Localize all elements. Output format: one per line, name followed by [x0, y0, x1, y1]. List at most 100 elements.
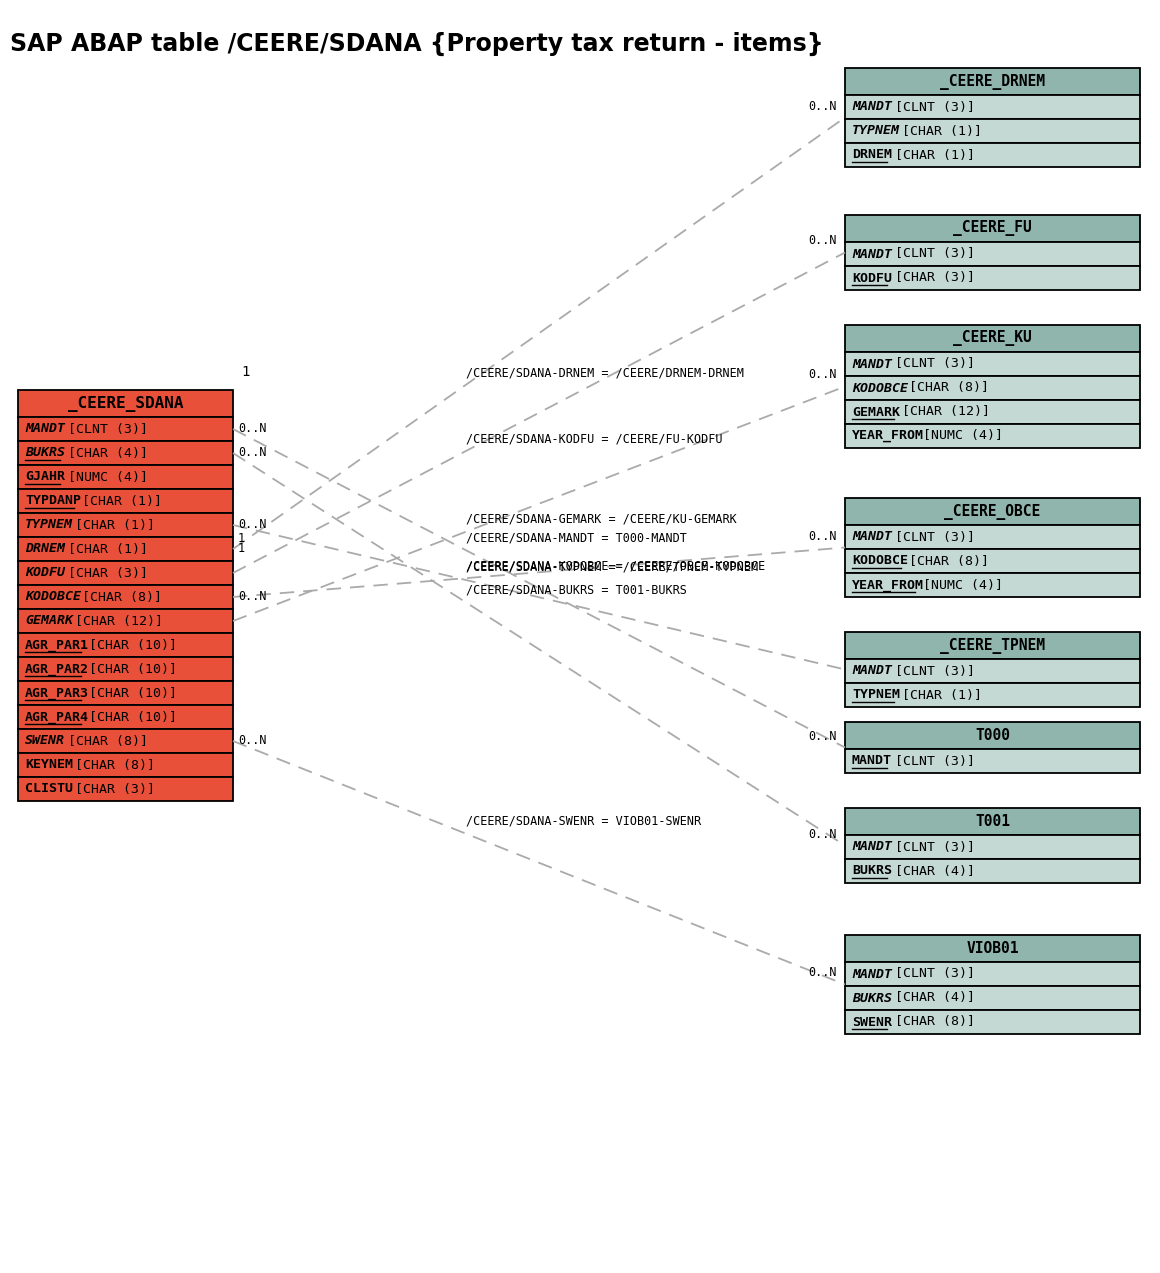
FancyBboxPatch shape — [844, 524, 1140, 549]
Text: T000: T000 — [976, 728, 1010, 743]
FancyBboxPatch shape — [19, 489, 233, 513]
Text: [CHAR (3)]: [CHAR (3)] — [60, 566, 148, 579]
Text: 1: 1 — [238, 532, 245, 545]
Text: [CHAR (8)]: [CHAR (8)] — [60, 735, 148, 747]
FancyBboxPatch shape — [844, 808, 1140, 835]
Text: MANDT: MANDT — [851, 967, 892, 980]
FancyBboxPatch shape — [844, 400, 1140, 424]
Text: 0..N: 0..N — [809, 827, 838, 840]
FancyBboxPatch shape — [19, 586, 233, 608]
Text: KODOBCE: KODOBCE — [851, 555, 908, 568]
FancyBboxPatch shape — [19, 633, 233, 657]
FancyBboxPatch shape — [844, 962, 1140, 987]
Text: [CLNT (3)]: [CLNT (3)] — [60, 423, 148, 435]
Text: SWENR: SWENR — [26, 735, 65, 747]
Text: /CEERE/SDANA-DRNEM = /CEERE/DRNEM-DRNEM: /CEERE/SDANA-DRNEM = /CEERE/DRNEM-DRNEM — [465, 367, 744, 379]
FancyBboxPatch shape — [19, 777, 233, 801]
Text: 0..N: 0..N — [809, 234, 838, 247]
Text: T001: T001 — [976, 813, 1010, 829]
Text: TYPNEM: TYPNEM — [26, 518, 73, 532]
Text: [CHAR (12)]: [CHAR (12)] — [894, 406, 989, 419]
Text: MANDT: MANDT — [26, 423, 65, 435]
Text: [CHAR (8)]: [CHAR (8)] — [901, 382, 989, 395]
FancyBboxPatch shape — [844, 684, 1140, 707]
Text: /CEERE/SDANA-SWENR = VIOB01-SWENR: /CEERE/SDANA-SWENR = VIOB01-SWENR — [465, 815, 701, 827]
Text: GEMARK: GEMARK — [851, 406, 900, 419]
Text: MANDT: MANDT — [851, 247, 892, 261]
Text: [CHAR (10)]: [CHAR (10)] — [81, 662, 177, 676]
Text: SWENR: SWENR — [851, 1016, 892, 1029]
Text: TYPNEM: TYPNEM — [851, 689, 900, 701]
Text: DRNEM: DRNEM — [851, 149, 892, 162]
FancyBboxPatch shape — [844, 722, 1140, 749]
Text: [CHAR (8)]: [CHAR (8)] — [887, 1016, 976, 1029]
Text: 1: 1 — [238, 542, 245, 555]
Text: VIOB01: VIOB01 — [966, 941, 1018, 956]
Text: [CLNT (3)]: [CLNT (3)] — [887, 755, 976, 768]
Text: 0..N: 0..N — [809, 729, 838, 742]
Text: 0..N: 0..N — [809, 99, 838, 112]
Text: [CHAR (8)]: [CHAR (8)] — [74, 591, 162, 603]
FancyBboxPatch shape — [844, 631, 1140, 659]
Text: KEYNEM: KEYNEM — [26, 759, 73, 771]
Text: [CHAR (10)]: [CHAR (10)] — [81, 710, 177, 723]
Text: [CHAR (4)]: [CHAR (4)] — [887, 864, 976, 877]
FancyBboxPatch shape — [844, 573, 1140, 597]
Text: [CHAR (10)]: [CHAR (10)] — [81, 686, 177, 699]
Text: _CEERE_DRNEM: _CEERE_DRNEM — [940, 74, 1045, 89]
Text: _CEERE_FU: _CEERE_FU — [954, 220, 1032, 237]
Text: MANDT: MANDT — [851, 358, 892, 370]
Text: _CEERE_KU: _CEERE_KU — [954, 331, 1032, 346]
Text: /CEERE/SDANA-BUKRS = T001-BUKRS: /CEERE/SDANA-BUKRS = T001-BUKRS — [465, 583, 687, 596]
Text: _CEERE_TPNEM: _CEERE_TPNEM — [940, 638, 1045, 653]
FancyBboxPatch shape — [19, 608, 233, 633]
Text: MANDT: MANDT — [851, 840, 892, 853]
FancyBboxPatch shape — [19, 561, 233, 586]
FancyBboxPatch shape — [844, 266, 1140, 290]
Text: [NUMC (4)]: [NUMC (4)] — [60, 471, 148, 484]
FancyBboxPatch shape — [19, 754, 233, 777]
FancyBboxPatch shape — [19, 418, 233, 440]
FancyBboxPatch shape — [844, 95, 1140, 118]
FancyBboxPatch shape — [844, 987, 1140, 1009]
Text: [CHAR (8)]: [CHAR (8)] — [67, 759, 155, 771]
Text: KODFU: KODFU — [851, 271, 892, 284]
FancyBboxPatch shape — [19, 440, 233, 465]
Text: AGR_PAR1: AGR_PAR1 — [26, 639, 89, 652]
Text: [CLNT (3)]: [CLNT (3)] — [887, 247, 976, 261]
FancyBboxPatch shape — [844, 859, 1140, 883]
FancyBboxPatch shape — [844, 749, 1140, 773]
FancyBboxPatch shape — [19, 513, 233, 537]
Text: YEAR_FROM: YEAR_FROM — [851, 578, 925, 592]
Text: /CEERE/SDANA-MANDT = T000-MANDT: /CEERE/SDANA-MANDT = T000-MANDT — [465, 531, 687, 544]
FancyBboxPatch shape — [844, 325, 1140, 353]
Text: [CHAR (4)]: [CHAR (4)] — [887, 992, 976, 1004]
Text: [CLNT (3)]: [CLNT (3)] — [887, 101, 976, 113]
FancyBboxPatch shape — [844, 118, 1140, 143]
Text: /CEERE/SDANA-TYPNEM = /CEERE/TPNEM-TYPNEM: /CEERE/SDANA-TYPNEM = /CEERE/TPNEM-TYPNE… — [465, 561, 757, 574]
Text: MANDT: MANDT — [851, 531, 892, 544]
Text: [CHAR (3)]: [CHAR (3)] — [67, 783, 155, 796]
Text: DRNEM: DRNEM — [26, 542, 65, 555]
Text: SAP ABAP table /CEERE/SDANA {Property tax return - items}: SAP ABAP table /CEERE/SDANA {Property ta… — [10, 32, 824, 56]
Text: [CHAR (4)]: [CHAR (4)] — [60, 447, 148, 460]
FancyBboxPatch shape — [19, 729, 233, 754]
Text: MANDT: MANDT — [851, 755, 892, 768]
Text: TYPDANP: TYPDANP — [26, 494, 81, 508]
Text: 1: 1 — [241, 365, 249, 379]
FancyBboxPatch shape — [19, 465, 233, 489]
Text: TYPNEM: TYPNEM — [851, 125, 900, 137]
FancyBboxPatch shape — [19, 390, 233, 418]
Text: GJAHR: GJAHR — [26, 471, 65, 484]
Text: [CHAR (1)]: [CHAR (1)] — [894, 125, 983, 137]
Text: [CLNT (3)]: [CLNT (3)] — [887, 358, 976, 370]
FancyBboxPatch shape — [19, 657, 233, 681]
FancyBboxPatch shape — [844, 424, 1140, 448]
Text: [CHAR (12)]: [CHAR (12)] — [67, 615, 164, 628]
Text: [CHAR (1)]: [CHAR (1)] — [60, 542, 148, 555]
Text: YEAR_FROM: YEAR_FROM — [851, 429, 925, 443]
Text: /CEERE/SDANA-GEMARK = /CEERE/KU-GEMARK: /CEERE/SDANA-GEMARK = /CEERE/KU-GEMARK — [465, 513, 737, 526]
Text: BUKRS: BUKRS — [851, 992, 892, 1004]
FancyBboxPatch shape — [844, 934, 1140, 962]
FancyBboxPatch shape — [844, 242, 1140, 266]
